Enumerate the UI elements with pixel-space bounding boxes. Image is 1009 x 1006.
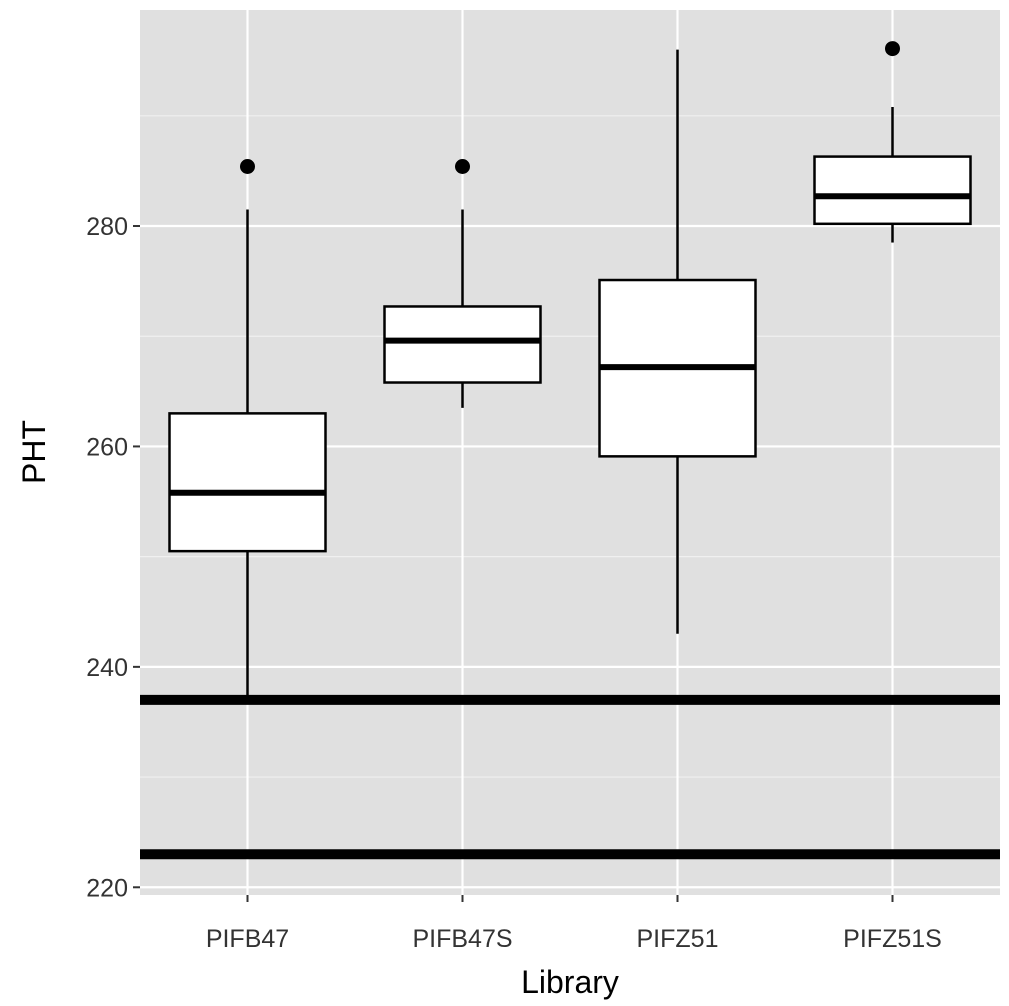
outlier-point [885, 41, 900, 57]
x-tick-label: PIFB47S [412, 925, 512, 953]
x-tick-label: PIFZ51S [843, 925, 942, 953]
boxplot-pifz51 [598, 49, 757, 634]
boxplot-pifz51s [813, 41, 972, 243]
y-tick-label: 220 [86, 874, 128, 902]
boxplot-pifb47s [383, 159, 542, 408]
x-axis-title: Library [521, 964, 619, 1000]
x-tick-label: PIFB47 [206, 925, 289, 953]
boxplots [168, 41, 972, 700]
reference-lines [140, 694, 1000, 860]
boxplot-pifb47 [168, 159, 327, 700]
outlier-point [455, 159, 470, 175]
y-tick-label: 240 [86, 654, 128, 682]
y-tick-label: 280 [86, 213, 128, 241]
axes: 220 240 260 280 PIFB47 PIFB47S PIFZ51 PIFZ51S [86, 213, 942, 953]
y-tick-label: 260 [86, 433, 128, 461]
box-iqr [813, 155, 972, 226]
outlier-point [240, 159, 255, 175]
x-tick-label: PIFZ51 [637, 925, 719, 953]
box-iqr [383, 305, 542, 384]
y-axis-title: PHT [16, 420, 52, 484]
box-iqr [168, 412, 327, 553]
